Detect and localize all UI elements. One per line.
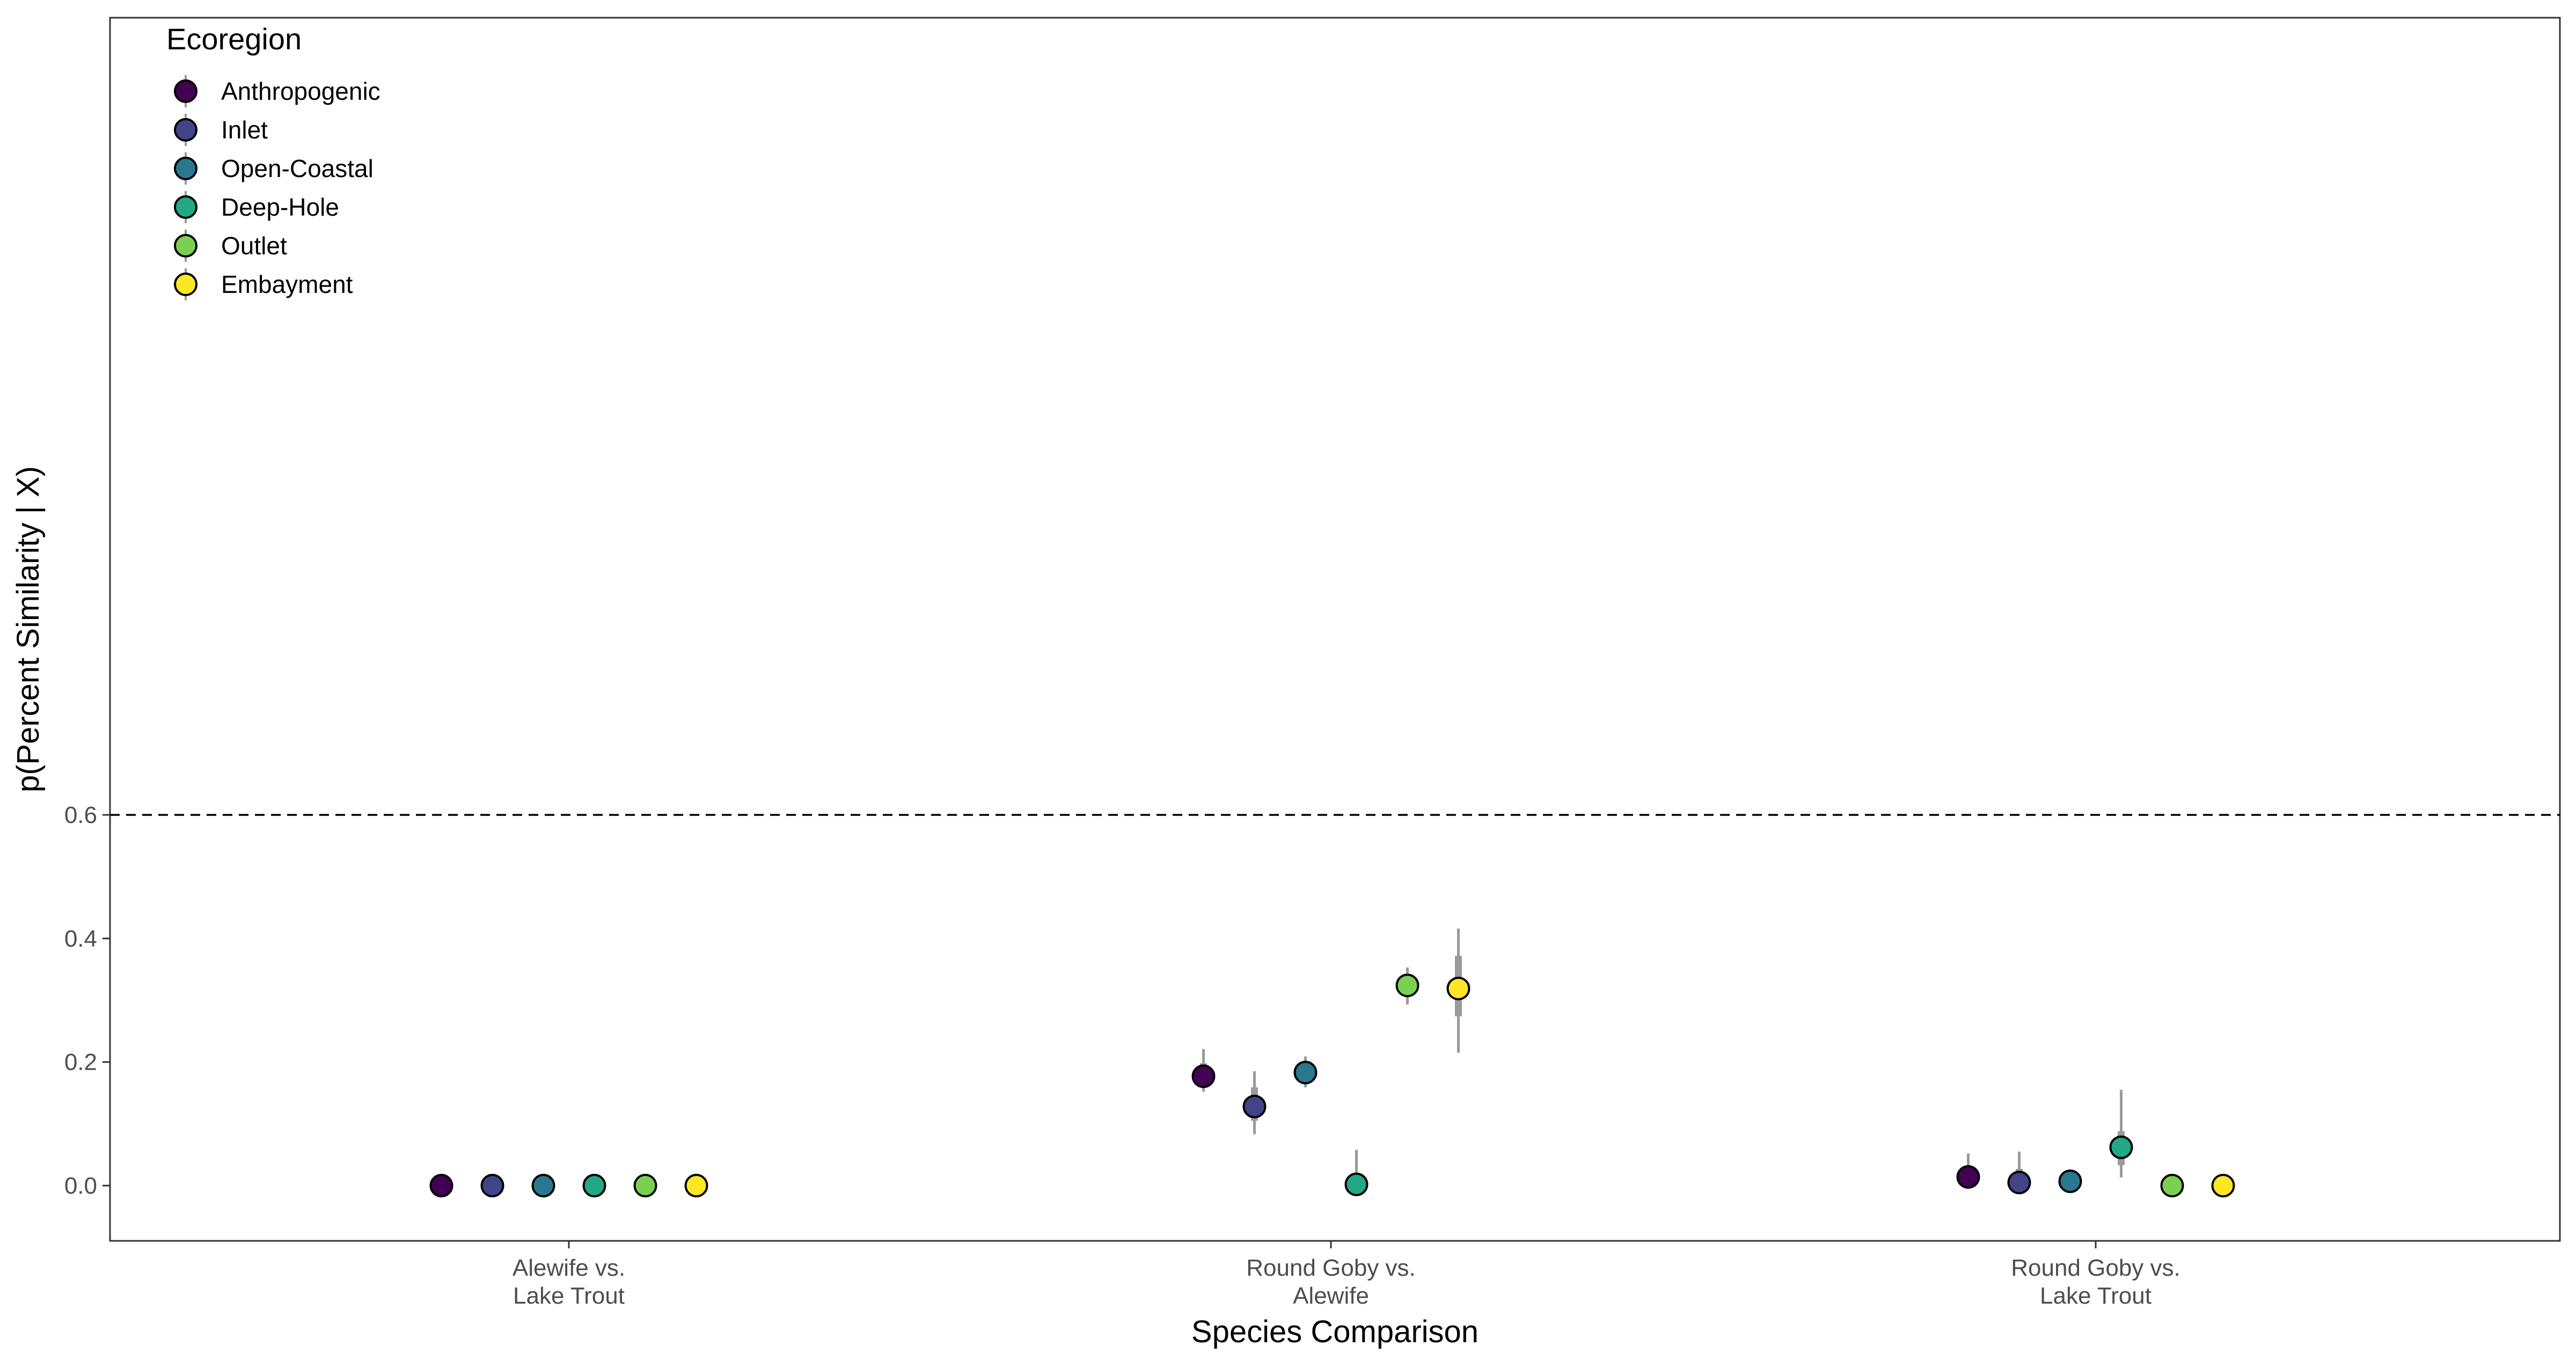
data-point xyxy=(1446,976,1470,1001)
data-point xyxy=(1395,973,1419,997)
x-axis-title: Species Comparison xyxy=(1191,1314,1479,1349)
legend-label: Embayment xyxy=(221,270,353,298)
data-point xyxy=(1242,1094,1267,1119)
data-point xyxy=(2058,1169,2082,1193)
data-point xyxy=(582,1174,606,1197)
x-tick-label: Lake Trout xyxy=(513,1283,625,1309)
legend-key-point xyxy=(174,118,197,142)
data-point xyxy=(531,1174,555,1197)
data-point xyxy=(480,1174,504,1197)
y-axis-title: p(Percent Similarity | X) xyxy=(11,466,46,792)
legend-label: Anthropogenic xyxy=(221,77,380,105)
data-point xyxy=(2007,1171,2031,1195)
data-point xyxy=(1293,1061,1318,1085)
data-point xyxy=(429,1174,453,1197)
data-point xyxy=(2160,1174,2184,1197)
legend-key-point xyxy=(174,79,197,103)
legend-label: Inlet xyxy=(221,116,268,144)
legend-key-point xyxy=(174,195,197,219)
legend-title: Ecoregion xyxy=(166,22,302,56)
legend-key-point xyxy=(174,234,197,258)
y-tick-label: 0.0 xyxy=(64,1173,97,1199)
x-tick-label: Alewife vs. xyxy=(513,1255,625,1281)
legend-key-point xyxy=(174,157,197,180)
y-tick-label: 0.6 xyxy=(64,802,97,828)
data-point xyxy=(684,1174,708,1197)
legend-label: Outlet xyxy=(221,232,287,260)
legend-label: Open-Coastal xyxy=(221,155,374,182)
data-point xyxy=(633,1174,657,1197)
data-point xyxy=(1191,1064,1216,1088)
data-point xyxy=(2109,1135,2133,1159)
x-tick-label: Alewife xyxy=(1293,1283,1369,1309)
legend-label: Deep-Hole xyxy=(221,193,339,221)
plot-panel xyxy=(109,17,2561,1242)
x-tick-label: Lake Trout xyxy=(2040,1283,2151,1309)
y-tick-label: 0.4 xyxy=(64,925,97,952)
data-point xyxy=(1956,1165,1980,1189)
x-tick-label: Round Goby vs. xyxy=(1246,1255,1416,1281)
y-tick-label: 0.2 xyxy=(64,1049,97,1076)
data-point xyxy=(2211,1174,2235,1197)
x-tick-label: Round Goby vs. xyxy=(2011,1255,2180,1281)
legend-key-point xyxy=(174,273,197,296)
data-point xyxy=(1344,1172,1368,1196)
